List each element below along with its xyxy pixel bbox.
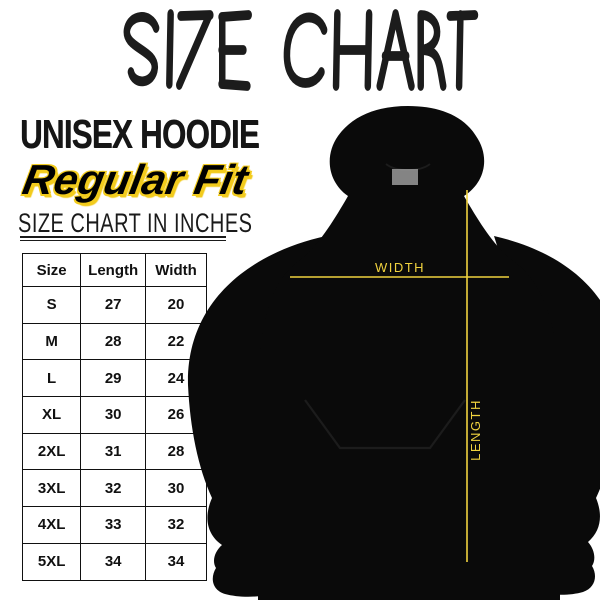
svg-text:WIDTH: WIDTH	[375, 260, 425, 275]
svg-text:LENGTH: LENGTH	[468, 399, 483, 461]
